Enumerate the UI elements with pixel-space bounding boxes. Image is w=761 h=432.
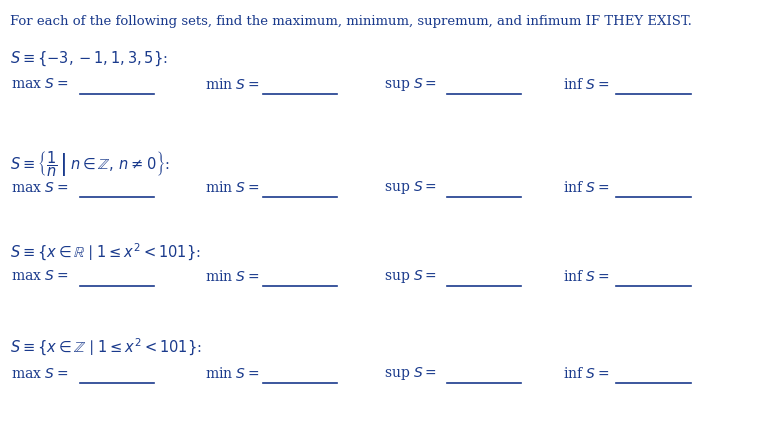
Text: min $S=$: min $S=$ [205,181,260,195]
Text: inf $S=$: inf $S=$ [563,77,610,92]
Text: min $S=$: min $S=$ [205,269,260,284]
Text: $S \equiv \{-3, -1, 1, 3, 5\}$:: $S \equiv \{-3, -1, 1, 3, 5\}$: [10,50,167,68]
Text: sup $S=$: sup $S=$ [384,268,438,285]
Text: $S \equiv \left\{\dfrac{1}{n}\,\middle|\, n \in \mathbb{Z},\, n \neq 0\right\}$:: $S \equiv \left\{\dfrac{1}{n}\,\middle|\… [10,149,170,178]
Text: inf $S=$: inf $S=$ [563,181,610,195]
Text: $S \equiv \{x \in \mathbb{Z} \mid 1 \leq x^2 < 101\}$:: $S \equiv \{x \in \mathbb{Z} \mid 1 \leq… [10,337,202,358]
Text: sup $S=$: sup $S=$ [384,76,438,93]
Text: sup $S=$: sup $S=$ [384,365,438,382]
Text: min $S=$: min $S=$ [205,366,260,381]
Text: max $S=$: max $S=$ [11,77,68,91]
Text: max $S=$: max $S=$ [11,181,68,195]
Text: inf $S=$: inf $S=$ [563,366,610,381]
Text: For each of the following sets, find the maximum, minimum, supremum, and infimum: For each of the following sets, find the… [10,15,692,28]
Text: max $S=$: max $S=$ [11,270,68,283]
Text: max $S=$: max $S=$ [11,367,68,381]
Text: min $S=$: min $S=$ [205,77,260,92]
Text: inf $S=$: inf $S=$ [563,269,610,284]
Text: $S \equiv \{x \in \mathbb{R} \mid 1 \leq x^2 < 101\}$:: $S \equiv \{x \in \mathbb{R} \mid 1 \leq… [10,242,201,263]
Text: sup $S=$: sup $S=$ [384,179,438,197]
